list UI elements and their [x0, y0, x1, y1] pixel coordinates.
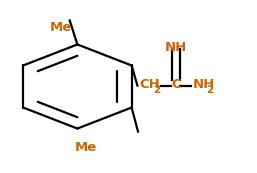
- Text: 2: 2: [206, 85, 214, 95]
- Text: CH: CH: [140, 78, 160, 91]
- Text: 2: 2: [153, 85, 161, 95]
- Text: Me: Me: [50, 21, 72, 34]
- Text: Me: Me: [75, 141, 97, 154]
- Text: C: C: [171, 78, 181, 91]
- Text: NH: NH: [165, 41, 187, 54]
- Text: NH: NH: [192, 78, 215, 91]
